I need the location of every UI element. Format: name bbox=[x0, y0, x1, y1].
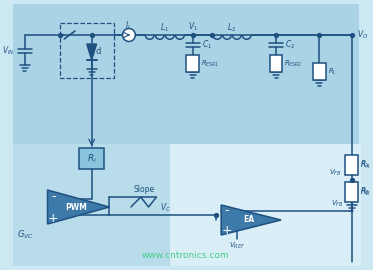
Text: $R_i$: $R_i$ bbox=[87, 152, 97, 165]
Text: $C_2$: $C_2$ bbox=[285, 39, 295, 51]
Text: $R_B$: $R_B$ bbox=[360, 187, 370, 197]
Text: $L_2$: $L_2$ bbox=[228, 22, 236, 34]
Text: -: - bbox=[51, 191, 56, 204]
Text: $V_{FB}$: $V_{FB}$ bbox=[329, 168, 342, 178]
Text: +: + bbox=[222, 224, 232, 237]
Bar bbox=[345, 182, 358, 202]
Bar bbox=[345, 155, 358, 175]
Text: $L_1$: $L_1$ bbox=[160, 22, 169, 34]
Text: Slope: Slope bbox=[133, 185, 154, 194]
FancyBboxPatch shape bbox=[13, 144, 170, 266]
Text: $C_1$: $C_1$ bbox=[201, 39, 212, 51]
Bar bbox=[79, 148, 104, 169]
Text: d: d bbox=[96, 48, 101, 56]
Bar bbox=[313, 63, 326, 80]
Text: $V_1$: $V_1$ bbox=[188, 21, 198, 33]
Text: $V_{REF}$: $V_{REF}$ bbox=[229, 241, 245, 251]
Circle shape bbox=[123, 29, 135, 42]
Polygon shape bbox=[87, 44, 97, 60]
Bar bbox=[270, 55, 282, 72]
FancyBboxPatch shape bbox=[13, 4, 358, 144]
Text: $R_A$: $R_A$ bbox=[360, 159, 371, 171]
Text: $V_{IN}$: $V_{IN}$ bbox=[3, 45, 15, 57]
Text: $G_{VC}$: $G_{VC}$ bbox=[17, 229, 33, 241]
Text: $R_A$: $R_A$ bbox=[360, 160, 369, 170]
Text: $R_B$: $R_B$ bbox=[360, 186, 371, 198]
Text: $I_L$: $I_L$ bbox=[125, 20, 132, 32]
Text: $V_{FB}$: $V_{FB}$ bbox=[331, 199, 344, 209]
Bar bbox=[186, 55, 199, 72]
Text: $R_{ESR1}$: $R_{ESR1}$ bbox=[201, 58, 219, 69]
Text: PWM: PWM bbox=[66, 202, 87, 211]
Text: -: - bbox=[225, 204, 229, 218]
Text: $R_L$: $R_L$ bbox=[327, 66, 336, 77]
Text: +: + bbox=[48, 211, 59, 224]
Polygon shape bbox=[47, 190, 109, 224]
Text: $V_C$: $V_C$ bbox=[160, 202, 171, 214]
Text: $R_{ESR2}$: $R_{ESR2}$ bbox=[285, 58, 303, 69]
Polygon shape bbox=[221, 205, 281, 235]
Text: EA: EA bbox=[244, 215, 255, 224]
Text: www.cntronics.com: www.cntronics.com bbox=[142, 251, 230, 261]
Text: $V_O$: $V_O$ bbox=[357, 29, 368, 41]
FancyBboxPatch shape bbox=[170, 144, 361, 266]
Bar bbox=[60, 23, 114, 78]
